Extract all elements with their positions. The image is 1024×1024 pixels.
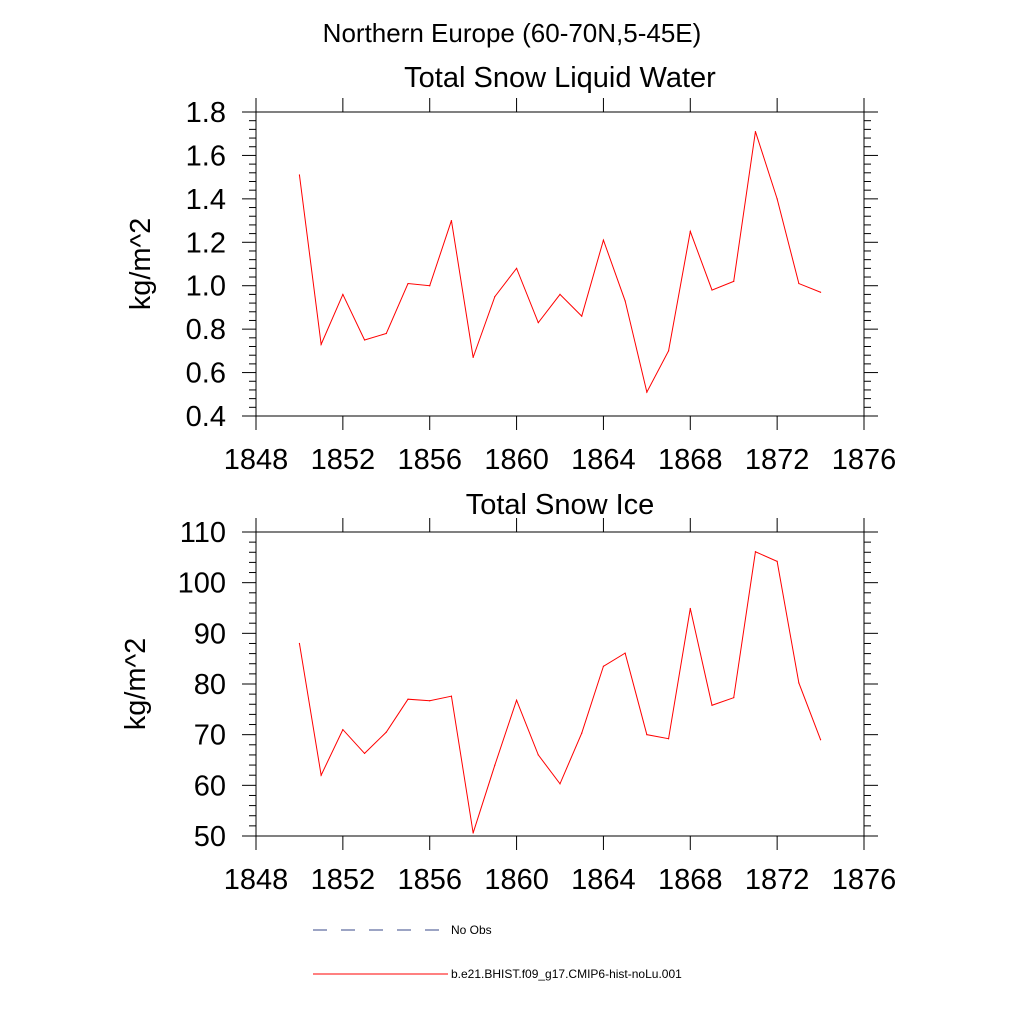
data-point <box>711 289 713 291</box>
data-point <box>429 700 431 702</box>
series-line <box>298 551 822 834</box>
y-tick-label: 1.4 <box>186 184 226 216</box>
x-tick-label: 1868 <box>658 444 723 476</box>
data-point <box>602 665 605 667</box>
y-tick-label: 1.2 <box>186 227 226 259</box>
data-point <box>581 315 583 317</box>
panel-title: Total Snow Liquid Water <box>404 62 716 94</box>
data-point <box>450 219 453 222</box>
data-point <box>407 698 409 700</box>
series-line <box>298 131 821 394</box>
x-tick-label: 1860 <box>484 444 549 476</box>
data-point <box>515 699 518 701</box>
data-point <box>385 332 387 335</box>
y-tick-label: 100 <box>178 568 226 600</box>
data-point <box>472 356 474 358</box>
data-point <box>407 282 409 285</box>
x-tick-label: 1856 <box>397 864 462 896</box>
data-point <box>819 291 822 293</box>
data-point <box>537 322 539 324</box>
data-point <box>298 174 301 176</box>
x-tick-label: 1872 <box>745 444 810 476</box>
data-point <box>646 734 648 736</box>
data-point <box>515 267 518 269</box>
data-point <box>776 198 778 200</box>
figure-title: Northern Europe (60-70N,5-45E) <box>323 18 702 48</box>
legend-label-model-run: b.e21.BHIST.f09_g17.CMIP6-hist-noLu.001 <box>451 967 682 981</box>
x-tick-label: 1876 <box>832 444 897 476</box>
x-tick-label: 1848 <box>224 444 289 476</box>
data-point <box>559 293 561 295</box>
y-tick-label: 60 <box>194 770 226 802</box>
data-point <box>342 729 344 731</box>
y-tick-label: 90 <box>194 618 226 650</box>
y-tick-label: 70 <box>194 720 226 752</box>
data-point <box>667 350 670 352</box>
y-tick-label: 1.0 <box>186 271 226 303</box>
data-point <box>689 230 691 233</box>
data-point <box>733 280 735 282</box>
data-point <box>798 682 800 684</box>
data-point <box>602 239 605 241</box>
x-tick-label: 1852 <box>311 864 376 896</box>
y-axis-label: kg/m^2 <box>125 218 157 311</box>
data-point <box>342 293 344 295</box>
data-point <box>494 764 496 766</box>
data-point <box>754 551 757 553</box>
data-point <box>320 343 322 345</box>
y-tick-label: 1.8 <box>186 97 226 129</box>
data-point <box>559 783 561 785</box>
data-point <box>624 652 626 654</box>
panels: Total Snow Liquid Water kg/m^2 1848 1852 185… <box>120 62 896 896</box>
data-point <box>363 752 366 755</box>
y-tick-label: 0.6 <box>186 358 226 390</box>
data-point <box>689 607 691 610</box>
x-tick-label: 1852 <box>311 444 376 476</box>
data-point <box>711 704 713 706</box>
x-tick-label: 1848 <box>224 864 289 896</box>
plot-frame <box>255 111 865 417</box>
data-point <box>667 738 670 740</box>
plot-frame <box>255 531 865 837</box>
data-point <box>385 731 387 733</box>
data-point <box>494 295 496 298</box>
data-point <box>624 300 626 302</box>
data-point <box>754 130 757 133</box>
y-tick-label: 0.4 <box>186 401 226 433</box>
data-point <box>819 739 822 741</box>
data-point <box>298 642 301 645</box>
legend: No Obs b.e21.BHIST.f09_g17.CMIP6-hist-no… <box>313 923 682 981</box>
data-point <box>581 732 583 734</box>
data-point <box>537 754 539 756</box>
panel-liquid-water: Total Snow Liquid Water kg/m^2 1848 1852 185… <box>125 62 896 476</box>
x-tick-label: 1872 <box>745 864 810 896</box>
y-axis-label: kg/m^2 <box>120 638 152 731</box>
data-point <box>776 560 778 562</box>
panel-title: Total Snow Ice <box>466 489 655 521</box>
data-point <box>320 774 322 776</box>
x-tick-label: 1860 <box>484 864 549 896</box>
y-tick-label: 110 <box>180 517 226 549</box>
legend-label-no-obs: No Obs <box>451 923 492 937</box>
x-tick-label: 1876 <box>832 864 897 896</box>
y-tick-label: 1.6 <box>186 140 226 172</box>
x-tick-label: 1864 <box>571 444 636 476</box>
panel-snow-ice: Total Snow Ice kg/m^2 1848 1852 1856 1860 1864… <box>120 489 896 896</box>
data-point <box>363 339 366 341</box>
y-tick-label: 80 <box>194 669 226 701</box>
x-tick-label: 1864 <box>571 864 636 896</box>
data-point <box>429 285 431 287</box>
x-tick-label: 1868 <box>658 864 723 896</box>
data-point <box>798 282 800 285</box>
data-point <box>733 697 735 699</box>
data-point <box>472 832 474 834</box>
y-tick-label: 50 <box>194 821 226 853</box>
x-tick-label: 1856 <box>397 444 462 476</box>
data-point <box>646 391 648 393</box>
y-tick-label: 0.8 <box>186 314 226 346</box>
data-point <box>450 695 453 697</box>
